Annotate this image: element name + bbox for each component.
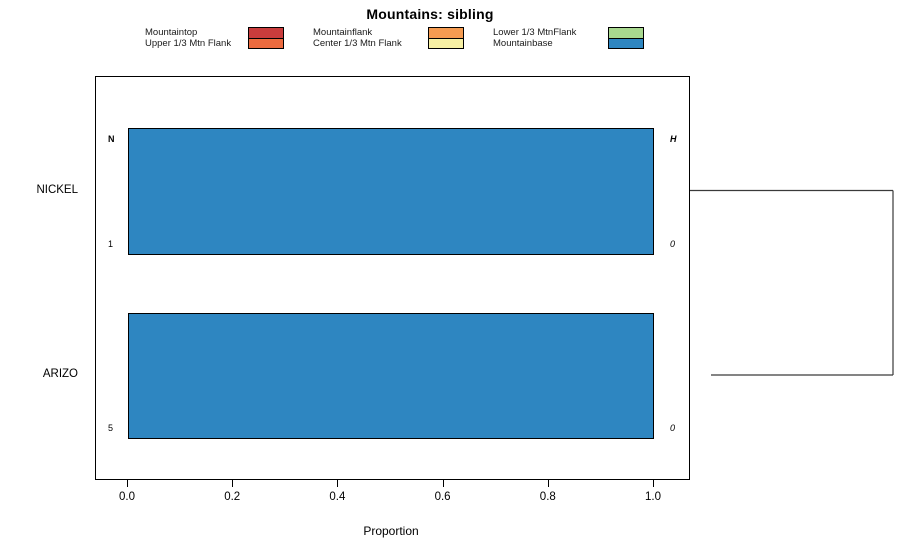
bar-code-right-top: H — [670, 134, 677, 144]
legend-color-lower-1-3-mtnflank — [608, 27, 644, 39]
x-axis-tick — [337, 480, 339, 487]
legend-color-mountainflank — [428, 27, 464, 39]
legend-label: Center 1/3 Mtn Flank — [313, 38, 402, 49]
legend-labels: Mountainflank Center 1/3 Mtn Flank — [313, 27, 418, 49]
x-axis-tick-label: 1.0 — [645, 491, 661, 503]
y-axis-category-label: ARIZO — [42, 368, 78, 380]
legend-entry: Mountaintop Upper 1/3 Mtn Flank — [145, 27, 284, 49]
bar-value-right-bottom: 0 — [670, 423, 676, 433]
chart-title: Mountains: sibling — [366, 6, 494, 22]
legend-color-upper-1-3-mtn-flank — [248, 38, 284, 49]
legend-color-mountainbase — [608, 38, 644, 49]
bar-count-left-bottom: 1 — [108, 239, 114, 249]
x-axis-tick-label: 0.6 — [434, 491, 451, 503]
y-axis-category-label: NICKEL — [36, 183, 78, 196]
plot-panel: N 1 H 0 5 0 — [95, 76, 690, 480]
legend-label: Lower 1/3 MtnFlank — [493, 27, 577, 38]
bar-count-left-bottom: 5 — [108, 423, 114, 433]
bar-code-left-top: N — [108, 134, 115, 144]
legend-swatch — [428, 27, 464, 49]
x-axis-tick — [127, 480, 128, 487]
legend-labels: Lower 1/3 MtnFlank Mountainbase — [493, 27, 598, 49]
legend-label: Mountaintop — [145, 27, 198, 38]
legend-label: Mountainflank — [313, 27, 373, 38]
legend-swatch — [248, 27, 284, 49]
bar-segment — [128, 128, 654, 255]
legend-label: Upper 1/3 Mtn Flank — [145, 38, 232, 49]
x-axis-tick-label: 0.2 — [224, 491, 241, 503]
x-axis-label: Proportion — [363, 524, 419, 538]
x-axis-tick — [547, 480, 549, 487]
legend-color-mountaintop — [248, 27, 284, 39]
x-axis-tick-label: 0.0 — [119, 491, 135, 503]
legend-labels: Mountaintop Upper 1/3 Mtn Flank — [145, 27, 238, 49]
x-axis-tick — [442, 480, 444, 487]
x-axis-tick-label: 0.4 — [329, 491, 346, 503]
x-axis-tick — [232, 480, 234, 487]
legend-entry: Lower 1/3 MtnFlank Mountainbase — [493, 27, 644, 49]
x-axis-tick-label: 0.8 — [539, 491, 556, 503]
legend-label: Mountainbase — [493, 38, 553, 49]
x-axis-tick — [653, 480, 654, 487]
legend-entry: Mountainflank Center 1/3 Mtn Flank — [313, 27, 464, 49]
legend-color-center-1-3-mtn-flank — [428, 38, 464, 49]
bar-segment — [128, 313, 654, 439]
bar-value-right-bottom: 0 — [670, 239, 676, 249]
legend-swatch — [608, 27, 644, 49]
